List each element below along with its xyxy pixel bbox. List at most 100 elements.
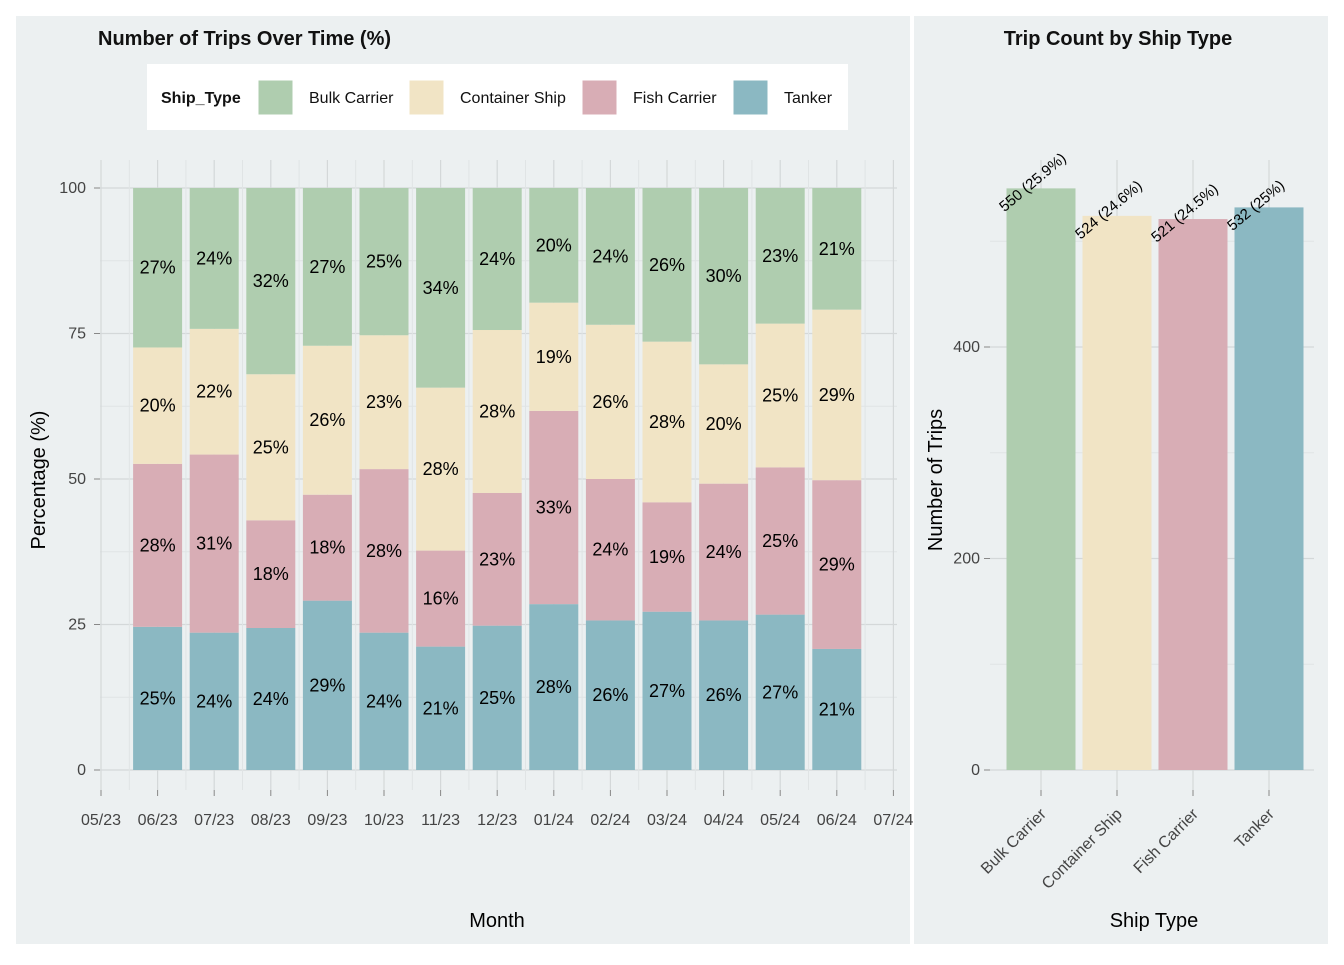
segment-label-container-ship: 28% bbox=[479, 401, 515, 421]
left-x-tick-label: 10/23 bbox=[364, 812, 404, 829]
bar-segment-container-ship bbox=[416, 387, 466, 551]
segment-label-bulk-carrier: 30% bbox=[706, 266, 742, 286]
left-x-tick-label: 09/23 bbox=[307, 812, 347, 829]
segment-label-tanker: 21% bbox=[423, 698, 459, 718]
left-y-tick-label: 100 bbox=[59, 180, 86, 197]
bar-segment-tanker bbox=[302, 600, 352, 770]
bar-segment-container-ship bbox=[699, 364, 749, 484]
segment-label-fish-carrier: 24% bbox=[706, 542, 742, 562]
left-y-tick-label: 25 bbox=[68, 617, 86, 634]
bar-segment-tanker bbox=[642, 611, 692, 770]
segment-label-tanker: 29% bbox=[309, 675, 345, 695]
segment-label-tanker: 24% bbox=[253, 689, 289, 709]
segment-label-tanker: 21% bbox=[819, 699, 855, 719]
left-y-ticks: 0 25 50 75 100 bbox=[59, 180, 100, 779]
segment-label-container-ship: 25% bbox=[762, 385, 798, 405]
bar-segment-bulk-carrier bbox=[246, 188, 296, 375]
bar-segment-fish-carrier bbox=[642, 502, 692, 612]
bar-tanker bbox=[1234, 207, 1304, 770]
legend-label-container-ship: Container Ship bbox=[460, 90, 566, 107]
left-x-tick-label: 02/24 bbox=[590, 812, 630, 829]
bar-segment-tanker bbox=[246, 627, 296, 770]
right-x-axis-title: Ship Type bbox=[1110, 910, 1199, 932]
bar-segment-container-ship bbox=[585, 324, 635, 479]
left-x-tick-label: 05/23 bbox=[81, 812, 121, 829]
right-panel: Trip Count by Ship Type 550 (25.9%) 524 (… bbox=[914, 16, 1328, 944]
bar-segment-fish-carrier bbox=[755, 467, 805, 615]
bar-segment-fish-carrier bbox=[529, 410, 579, 605]
bar-segment-bulk-carrier bbox=[755, 188, 805, 324]
bar-segment-fish-carrier bbox=[359, 469, 409, 633]
segment-label-tanker: 26% bbox=[592, 685, 628, 705]
segment-label-bulk-carrier: 23% bbox=[762, 246, 798, 266]
bar-segment-bulk-carrier bbox=[359, 188, 409, 336]
segment-label-fish-carrier: 31% bbox=[196, 534, 232, 554]
right-chart-title: Trip Count by Ship Type bbox=[1004, 28, 1233, 50]
segment-label-container-ship: 20% bbox=[706, 414, 742, 434]
segment-label-fish-carrier: 33% bbox=[536, 498, 572, 518]
bar-segment-tanker bbox=[472, 625, 522, 770]
segment-label-tanker: 24% bbox=[366, 691, 402, 711]
bar-segment-bulk-carrier bbox=[699, 188, 749, 365]
segment-label-bulk-carrier: 26% bbox=[649, 255, 685, 275]
right-y-tick-label: 400 bbox=[953, 339, 980, 356]
segment-label-bulk-carrier: 25% bbox=[366, 252, 402, 272]
bar-segment-bulk-carrier bbox=[529, 188, 579, 303]
bar-segment-bulk-carrier bbox=[416, 188, 466, 388]
left-x-tick-label: 08/23 bbox=[251, 812, 291, 829]
segment-label-fish-carrier: 28% bbox=[140, 535, 176, 555]
left-x-tick-label: 05/24 bbox=[760, 812, 800, 829]
left-x-tick-label: 12/23 bbox=[477, 812, 517, 829]
bar-segment-fish-carrier bbox=[416, 550, 466, 647]
segment-label-bulk-carrier: 34% bbox=[423, 278, 459, 298]
left-x-axis-title: Month bbox=[469, 910, 525, 932]
legend-label-tanker: Tanker bbox=[784, 90, 833, 107]
left-panel: Number of Trips Over Time (%) 25%28%20%2… bbox=[16, 16, 914, 944]
segment-label-container-ship: 26% bbox=[309, 410, 345, 430]
bar-segment-bulk-carrier bbox=[642, 188, 692, 342]
segment-label-fish-carrier: 16% bbox=[423, 589, 459, 609]
segment-label-tanker: 25% bbox=[140, 688, 176, 708]
segment-label-bulk-carrier: 24% bbox=[592, 246, 628, 266]
legend-swatch-bulk-carrier bbox=[257, 79, 294, 116]
bar-segment-tanker bbox=[755, 614, 805, 770]
bar-segment-fish-carrier bbox=[246, 520, 296, 628]
segment-label-tanker: 27% bbox=[762, 682, 798, 702]
bar-segment-tanker bbox=[699, 620, 749, 770]
bar-segment-tanker bbox=[529, 604, 579, 770]
bar-segment-container-ship bbox=[755, 323, 805, 468]
bar-segment-tanker bbox=[812, 648, 862, 770]
bar-segment-fish-carrier bbox=[812, 480, 862, 649]
segment-label-bulk-carrier: 27% bbox=[309, 257, 345, 277]
bar-segment-fish-carrier bbox=[472, 492, 522, 626]
segment-label-container-ship: 22% bbox=[196, 382, 232, 402]
segment-label-fish-carrier: 18% bbox=[309, 538, 345, 558]
bar-segment-bulk-carrier bbox=[585, 188, 635, 325]
bar-segment-tanker bbox=[189, 632, 239, 770]
bar-segment-fish-carrier bbox=[699, 483, 749, 621]
bar-segment-container-ship bbox=[359, 335, 409, 470]
segment-label-fish-carrier: 19% bbox=[649, 547, 685, 567]
bar-segment-tanker bbox=[585, 620, 635, 770]
left-y-tick-label: 75 bbox=[68, 326, 86, 343]
left-x-tick-label: 07/23 bbox=[194, 812, 234, 829]
left-x-tick-label: 01/24 bbox=[534, 812, 574, 829]
right-y-tick-label: 0 bbox=[971, 762, 980, 779]
segment-label-fish-carrier: 18% bbox=[253, 564, 289, 584]
bar-segment-tanker bbox=[359, 632, 409, 770]
segment-label-tanker: 28% bbox=[536, 677, 572, 697]
bar-segment-bulk-carrier bbox=[472, 188, 522, 331]
right-y-axis-title: Number of Trips bbox=[925, 409, 947, 551]
legend-label-fish-carrier: Fish Carrier bbox=[633, 90, 717, 107]
left-x-tick-label: 04/24 bbox=[704, 812, 744, 829]
legend-swatch-container-ship bbox=[408, 79, 445, 116]
left-x-tick-label: 03/24 bbox=[647, 812, 687, 829]
bar-segment-bulk-carrier bbox=[189, 188, 239, 329]
segment-label-tanker: 26% bbox=[706, 685, 742, 705]
left-bars bbox=[133, 188, 862, 770]
segment-label-bulk-carrier: 32% bbox=[253, 271, 289, 291]
bar-bulk-carrier bbox=[1006, 188, 1076, 770]
bar-segment-tanker bbox=[133, 626, 183, 770]
segment-label-fish-carrier: 28% bbox=[366, 541, 402, 561]
